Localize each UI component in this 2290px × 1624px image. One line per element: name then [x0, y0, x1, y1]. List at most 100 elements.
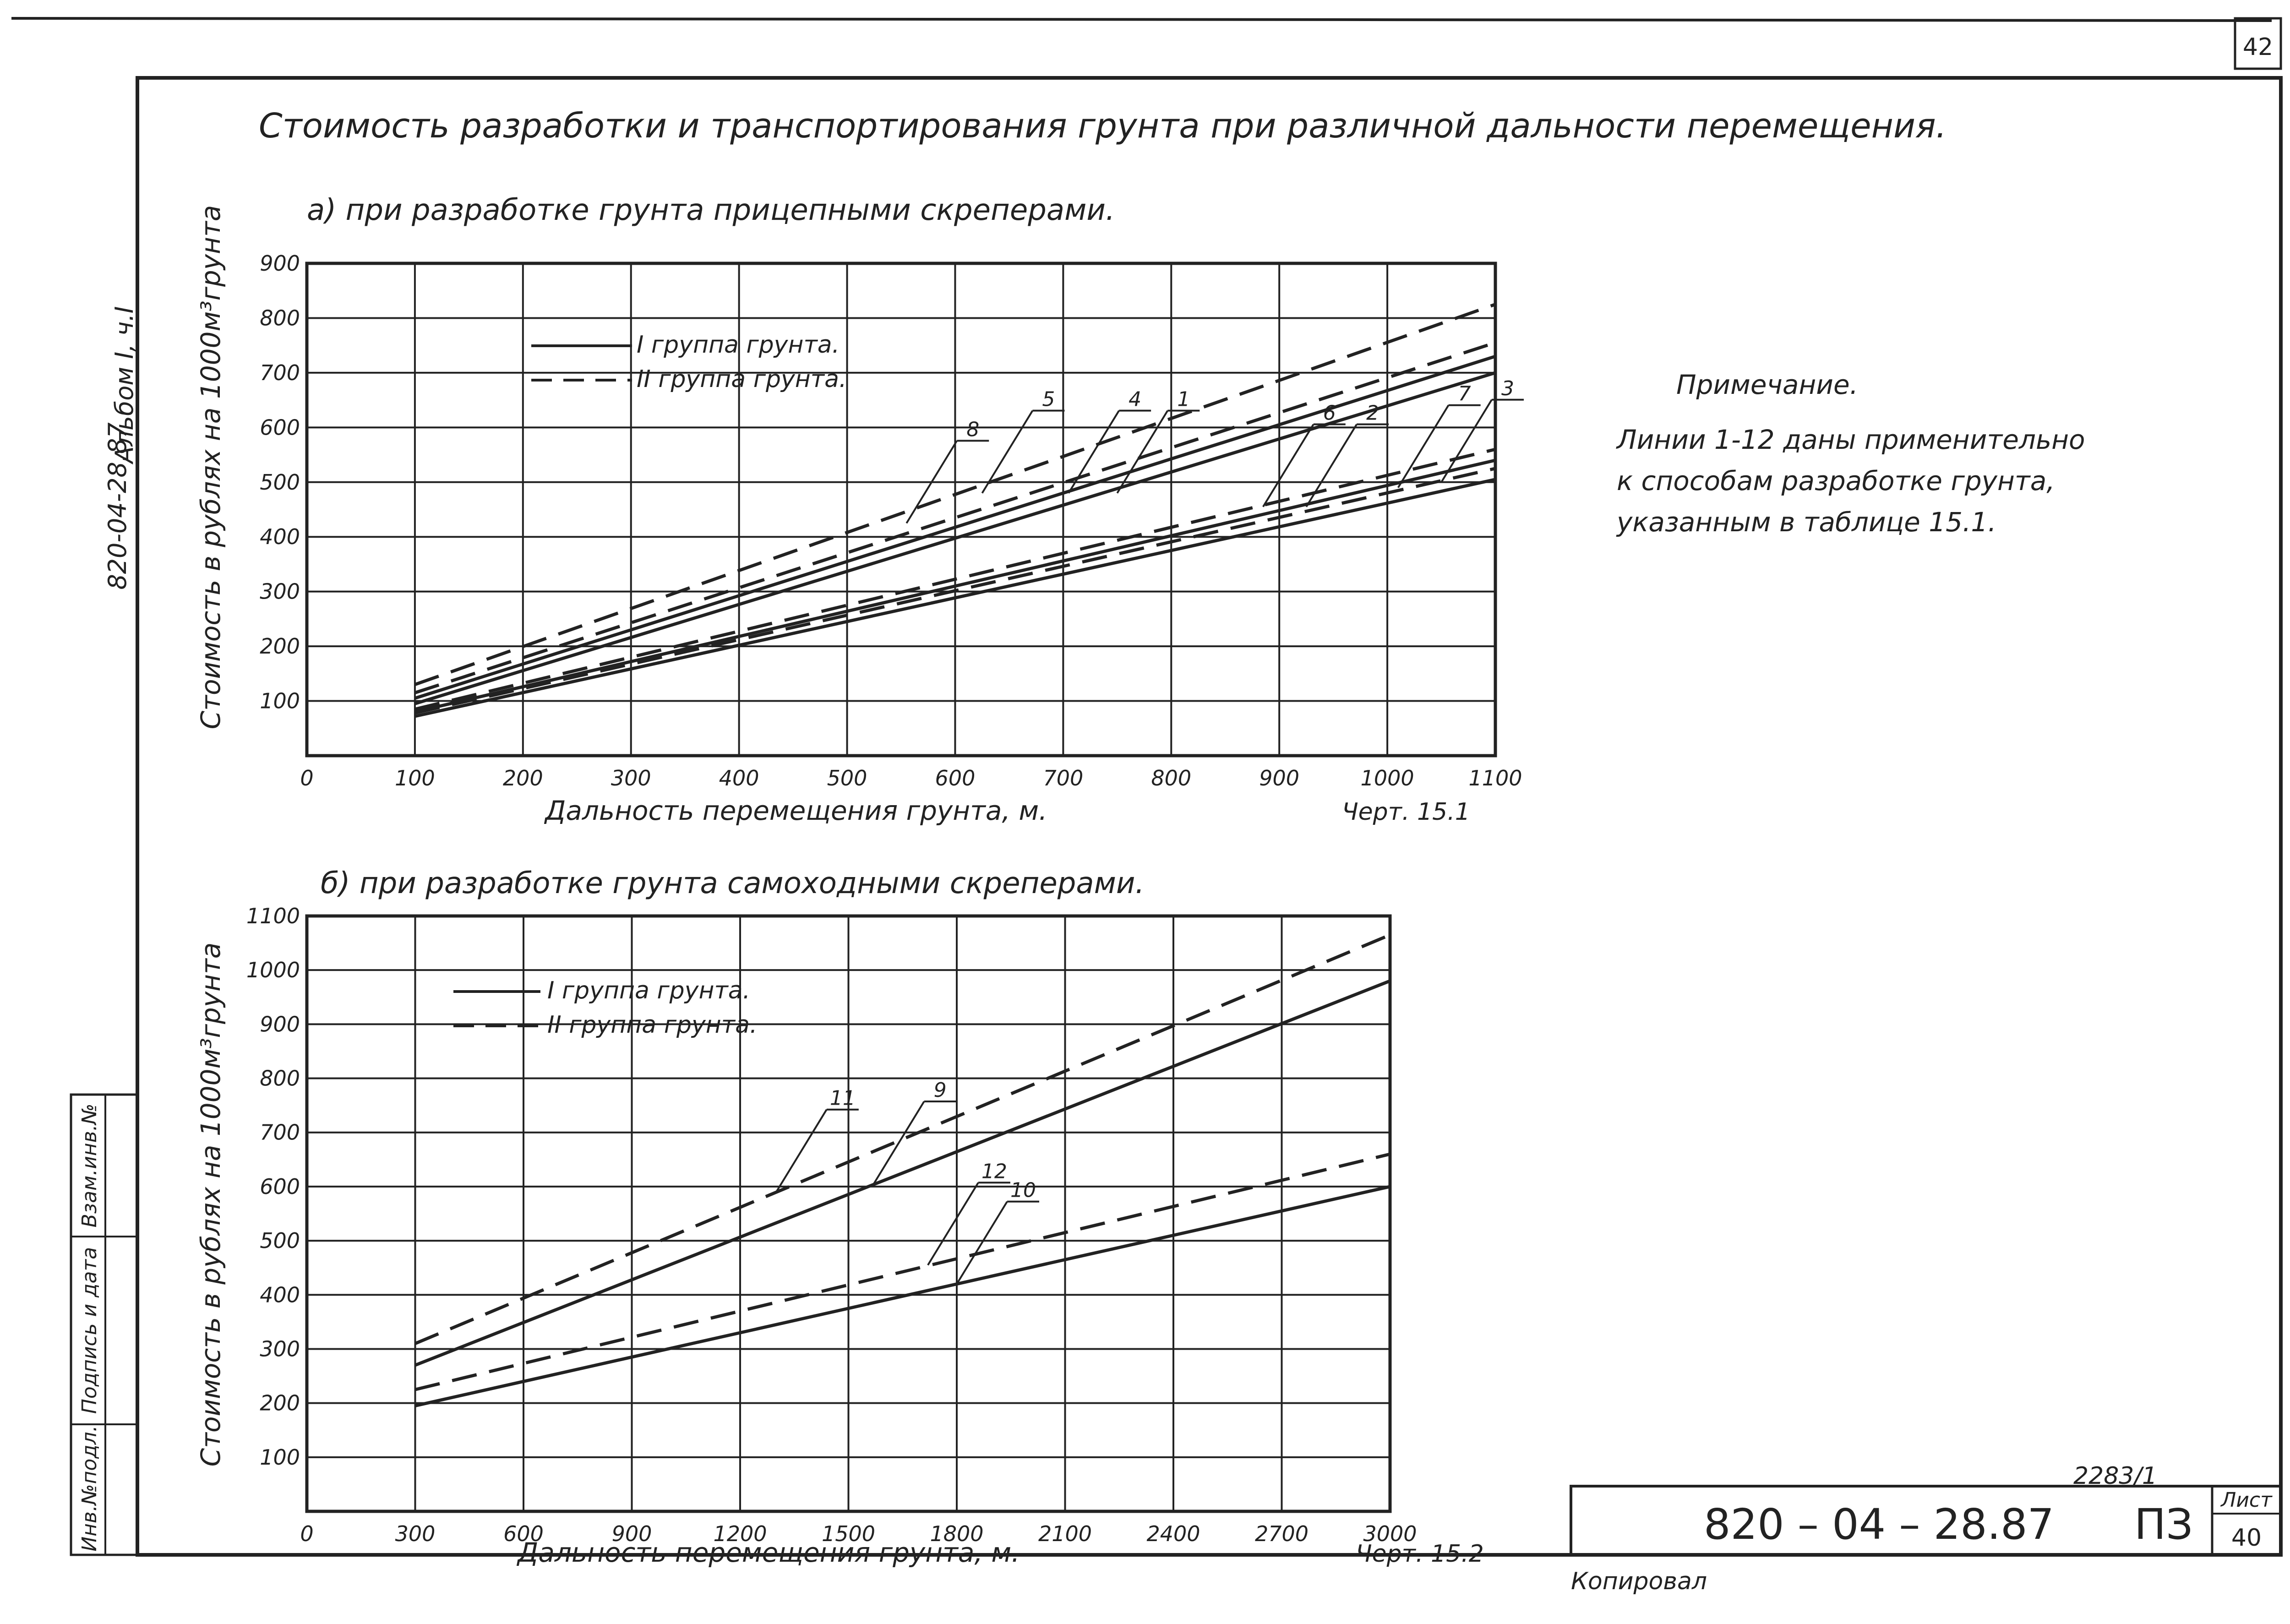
annotation-label: 11 [830, 1087, 856, 1110]
sheet-number: 40 [2231, 1524, 2262, 1552]
stamp-inv-podl: Инв.№подл. [78, 1425, 101, 1552]
y-tick-label: 200 [260, 1391, 300, 1416]
x-tick-label: 200 [503, 766, 543, 790]
annotation-leader [1440, 399, 1493, 483]
chart-2-grid [305, 914, 1392, 1513]
y-tick-label: 600 [260, 415, 300, 440]
x-tick-label: 1500 [822, 1521, 875, 1546]
annotation-leader [1068, 410, 1120, 494]
chart-2-y-ticks: 100 200 300 400 500 600 700 800 900 1000 1100 [246, 904, 300, 1470]
x-tick-label: 2100 [1038, 1521, 1092, 1546]
page-number: 42 [2243, 33, 2273, 61]
chart-1-subtitle: а) при разработке грунта прицепными скре… [307, 193, 1115, 227]
note-line-3: указанным в таблице 15.1. [1616, 507, 1996, 538]
note-line-1: Линии 1-12 даны применительно [1616, 424, 2085, 455]
chart-1-ylabel: Стоимость в рублях на 1000м³грунта [195, 205, 226, 730]
chart-2-ylabel: Стоимость в рублях на 1000м³грунта [195, 943, 226, 1467]
chart-2-series [414, 933, 1391, 1407]
x-tick-label: 900 [1259, 766, 1299, 790]
y-tick-label: 600 [260, 1174, 300, 1199]
chart-1-annotations: 8 5 4 1 6 2 7 3 [905, 377, 1524, 524]
chart-1-grid [305, 262, 1497, 758]
chart-2-subtitle: б) при разработке грунта самоходными скр… [321, 866, 1145, 900]
page-title: Стоимость разработки и транспортирования… [259, 106, 1946, 146]
chart-1-xlabel: Дальность перемещения грунта, м. [544, 795, 1047, 826]
sheet-label: Лист [2220, 1488, 2273, 1512]
annotation-leader [1262, 424, 1314, 507]
page-number-box [2234, 17, 2282, 70]
x-tick-label: 1000 [1361, 766, 1414, 790]
x-tick-label: 700 [1043, 766, 1083, 790]
side-album-label: Альбом I, ч.I [110, 306, 139, 465]
series-line-8 [414, 371, 1496, 705]
annotation-leader [1116, 410, 1169, 494]
annotation-leader [872, 1101, 925, 1185]
annotation-label: 6 [1323, 402, 1336, 425]
y-tick-label: 700 [260, 360, 300, 385]
legend-2-dashed-label: II группа грунта. [547, 1011, 757, 1039]
chart-2-xlabel: Дальность перемещения грунта, м. [516, 1537, 1020, 1568]
y-tick-label: 500 [260, 1228, 300, 1253]
copied-by-label: Копировал [1571, 1568, 1707, 1595]
annotation-leader [981, 410, 1034, 494]
chart-1-x-ticks: 0 100 200 300 400 500 600 700 800 900 1000 1100 [300, 766, 1522, 790]
x-tick-label: 2700 [1255, 1521, 1309, 1546]
chart-1-y-ticks: 100 200 300 400 500 600 700 800 900 [260, 251, 300, 714]
annotation-label: 7 [1458, 382, 1471, 406]
y-tick-label: 400 [260, 524, 300, 549]
x-tick-label: 0 [300, 766, 313, 790]
x-tick-label: 800 [1151, 766, 1191, 790]
annotation-leader [1397, 404, 1450, 488]
x-tick-label: 400 [719, 766, 759, 790]
annotation-leader [775, 1109, 828, 1193]
y-tick-label: 300 [260, 1336, 300, 1361]
chart-2-legend: I группа грунта. II группа грунта. [453, 977, 757, 1039]
x-tick-label: 1800 [930, 1521, 983, 1546]
title-block: 2283/1 820 – 04 – 28.87 ПЗ Лист 40 Копир… [1570, 1462, 2282, 1595]
y-tick-label: 800 [260, 1066, 300, 1091]
chart-2: б) при разработке грунта самоходными скр… [195, 866, 1484, 1568]
legend-2-solid-label: I группа грунта. [547, 977, 750, 1004]
y-tick-label: 1000 [246, 958, 300, 982]
x-tick-label: 100 [395, 766, 435, 790]
note-block: Примечание. Линии 1-12 даны применительн… [1616, 369, 2085, 538]
document-code: 820 – 04 – 28.87 [1704, 1500, 2054, 1549]
series-line-11 [414, 933, 1391, 1345]
side-code-label: 820-04-28.87 [103, 422, 132, 589]
x-tick-label: 900 [612, 1521, 652, 1546]
x-tick-label: 2400 [1146, 1521, 1200, 1546]
series-line-12 [414, 1152, 1390, 1391]
annotation-label: 2 [1366, 402, 1379, 425]
x-tick-label: 1200 [713, 1521, 767, 1546]
y-tick-label: 300 [260, 579, 300, 604]
x-tick-label: 600 [503, 1521, 544, 1546]
chart-1-series [414, 303, 1496, 718]
annotation-label: 10 [1010, 1179, 1036, 1202]
y-tick-label: 900 [260, 1012, 300, 1036]
x-tick-label: 500 [827, 766, 867, 790]
series-line-9 [414, 979, 1391, 1367]
y-tick-label: 800 [260, 305, 300, 330]
series-line-3 [414, 478, 1496, 718]
series-line-1 [414, 303, 1496, 687]
annotation-label: 12 [981, 1160, 1007, 1183]
annotation-label: 3 [1501, 377, 1514, 400]
note-heading: Примечание. [1676, 369, 1858, 400]
series-line-2 [414, 458, 1496, 714]
plot-frame [305, 262, 1497, 758]
series-line-4 [414, 354, 1496, 700]
stamp-vzam-inv: Взам.инв.№ [78, 1104, 101, 1228]
legend-1-dashed-label: II группа грунта. [637, 365, 846, 393]
annotation-leader [1305, 424, 1358, 507]
chart-2-x-ticks: 0 300 600 900 1200 1500 1800 2100 2400 2700 3000 [300, 1521, 1417, 1546]
annotation-label: 1 [1177, 388, 1190, 411]
chart-1: а) при разработке грунта прицепными скре… [195, 193, 1524, 826]
x-tick-label: 3000 [1363, 1521, 1417, 1546]
annotation-leader [905, 440, 958, 524]
y-tick-label: 500 [260, 470, 300, 495]
y-tick-label: 900 [260, 251, 300, 276]
section-code: ПЗ [2134, 1500, 2193, 1549]
